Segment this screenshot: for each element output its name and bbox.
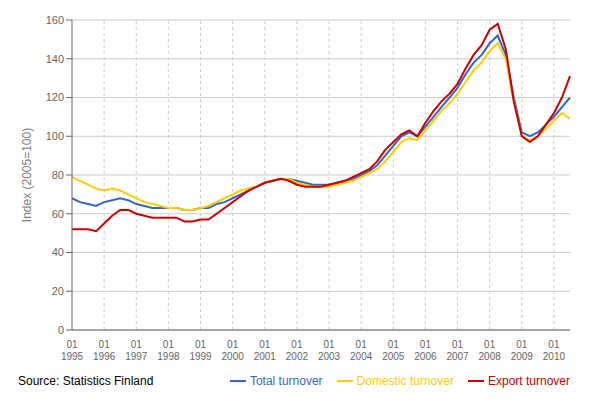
- svg-text:20: 20: [52, 285, 64, 297]
- svg-text:011999: 011999: [189, 339, 212, 362]
- svg-text:40: 40: [52, 246, 64, 258]
- svg-text:012000: 012000: [222, 339, 245, 362]
- html-text:Export turnover: Export turnover: [488, 374, 570, 388]
- svg-text:160: 160: [46, 14, 64, 26]
- svg-text:012003: 012003: [318, 339, 341, 362]
- svg-text:60: 60: [52, 208, 64, 220]
- svg-text:0: 0: [58, 324, 64, 336]
- svg-text:011995: 011995: [61, 339, 84, 362]
- svg-text:120: 120: [46, 91, 64, 103]
- svg-text:140: 140: [46, 53, 64, 65]
- svg-text:012007: 012007: [446, 339, 469, 362]
- svg-text:012004: 012004: [350, 339, 373, 362]
- html-text:Domestic turnover: Domestic turnover: [356, 374, 454, 388]
- svg-text:012005: 012005: [382, 339, 405, 362]
- svg-text:012010: 012010: [543, 339, 566, 362]
- svg-text:011996: 011996: [93, 339, 116, 362]
- svg-text:012008: 012008: [479, 339, 502, 362]
- svg-text:012009: 012009: [511, 339, 534, 362]
- svg-text:011998: 011998: [157, 339, 180, 362]
- svg-text:80: 80: [52, 169, 64, 181]
- svg-text:012001: 012001: [254, 339, 277, 362]
- svg-text:012006: 012006: [414, 339, 437, 362]
- html-text:Source: Statistics Finland: Source: Statistics Finland: [18, 374, 154, 388]
- html-text:Total turnover: Total turnover: [249, 374, 323, 388]
- svg-text:012002: 012002: [286, 339, 309, 362]
- svg-text:100: 100: [46, 130, 64, 142]
- svg-text:Index (2005=100): Index (2005=100): [20, 128, 34, 222]
- svg-text:011997: 011997: [125, 339, 148, 362]
